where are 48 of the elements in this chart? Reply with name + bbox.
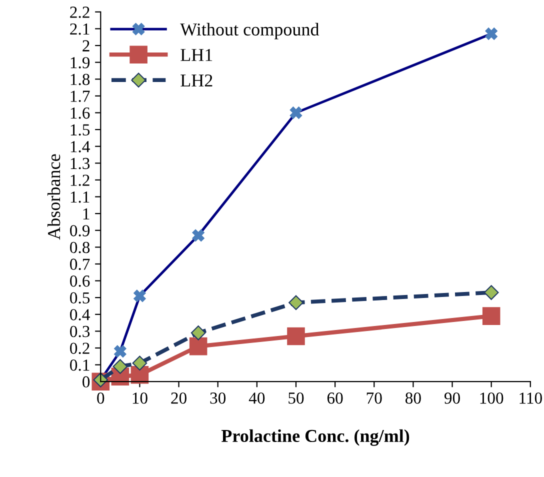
point <box>112 359 128 374</box>
x-tick-label: 60 <box>327 392 343 404</box>
y-tick-label: 0.1 <box>70 359 90 371</box>
y-tick-label: 1 <box>83 208 90 220</box>
y-tick-label: 0 <box>82 376 90 388</box>
y-tick-label: 1.8 <box>70 74 90 86</box>
x-tick-label: 0 <box>97 392 104 404</box>
y-tick-label: 0.9 <box>70 225 90 236</box>
y-tick-label: 0.5 <box>70 292 90 304</box>
y-tick-label: 1.2 <box>70 174 90 186</box>
x-tick-label: 110 <box>520 392 542 404</box>
x-axis-title: Prolactine Conc. (ng/ml) <box>221 429 410 446</box>
y-tick-label: 1.6 <box>70 107 90 119</box>
x-tick-label: 20 <box>171 392 186 404</box>
point <box>189 337 208 356</box>
y-axis-title: Absorbance <box>47 154 60 240</box>
point <box>287 327 305 346</box>
y-tick-label: 0.8 <box>70 242 90 254</box>
x-tick-label: 90 <box>444 392 460 404</box>
y-tick-label: 1.9 <box>70 57 90 68</box>
y-tick-label: 0.6 <box>70 275 90 287</box>
x-tick-label: 30 <box>210 392 226 404</box>
y-tick-label: 1.3 <box>70 158 90 170</box>
y-tick-label: 0.4 <box>70 309 90 320</box>
legend-label: LH2 <box>180 74 212 86</box>
x-tick-label: 100 <box>480 392 504 404</box>
x-tick-label: 80 <box>405 392 421 404</box>
point <box>482 307 500 325</box>
y-tick-label: 0.7 <box>70 258 90 270</box>
x-tick-label: 10 <box>132 392 148 404</box>
y-tick-label: 0.2 <box>70 342 90 354</box>
point <box>484 285 499 300</box>
y-tick-label: 1.4 <box>70 141 90 152</box>
point <box>132 356 148 371</box>
y-tick-label: 2 <box>82 40 90 52</box>
x-tick-label: 40 <box>248 392 265 404</box>
point <box>288 295 304 310</box>
y-tick-label: 1.5 <box>70 124 90 136</box>
x-tick-label: 50 <box>288 392 304 404</box>
y-tick-label: 2.2 <box>70 6 90 18</box>
y-tick-label: 1.7 <box>70 90 90 102</box>
legend-label: LH1 <box>180 48 212 61</box>
x-tick-label: 70 <box>366 392 382 404</box>
legend-label: Without compound <box>180 22 320 40</box>
y-tick-label: 2.1 <box>70 23 90 35</box>
y-tick-label: 0.3 <box>70 326 90 338</box>
point <box>190 325 206 340</box>
y-tick-label: 1.1 <box>70 192 90 203</box>
